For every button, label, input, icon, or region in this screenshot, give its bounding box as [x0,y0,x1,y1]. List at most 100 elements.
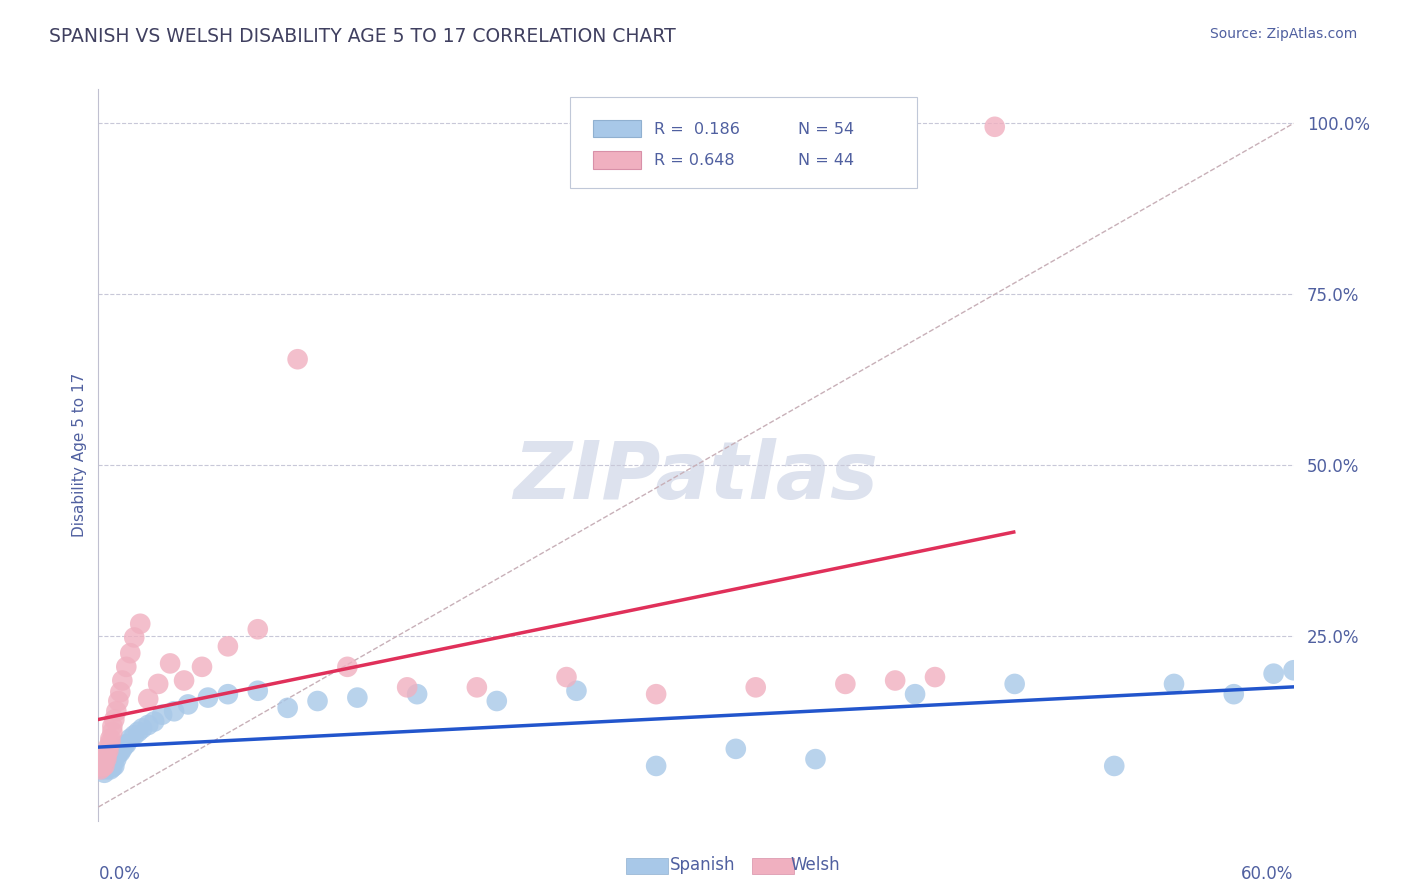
Point [97,757,120,772]
FancyBboxPatch shape [593,120,641,137]
Point [191,660,214,674]
Point [246,683,269,698]
Point [111,673,134,688]
Point [246,622,269,636]
Point [103,713,125,727]
Point [91,763,114,777]
FancyBboxPatch shape [626,858,668,874]
Point [98,731,122,746]
Point [110,745,132,759]
Point [143,714,166,729]
Point [177,698,200,712]
Point [1223,687,1246,701]
Point [277,701,299,715]
Y-axis label: Disability Age 5 to 17: Disability Age 5 to 17 [72,373,87,537]
Point [287,352,309,367]
Point [1004,677,1026,691]
Point [131,722,153,736]
Point [406,687,429,701]
Point [98,750,122,764]
Point [89,759,111,773]
Point [98,735,122,749]
Point [91,760,114,774]
Point [904,687,927,701]
Point [96,745,118,759]
Point [115,737,138,751]
Point [105,704,128,718]
Point [93,756,115,770]
Point [97,754,120,768]
Point [115,660,138,674]
Point [346,690,368,705]
Point [91,756,114,770]
Point [97,760,120,774]
Point [834,677,856,691]
Point [93,765,115,780]
FancyBboxPatch shape [571,96,917,188]
Text: R = 0.648: R = 0.648 [654,153,735,168]
Point [465,681,488,695]
Text: N = 54: N = 54 [797,122,853,137]
Point [1163,677,1185,691]
Text: 60.0%: 60.0% [1241,864,1294,882]
Text: Spanish: Spanish [671,856,735,874]
Point [124,728,146,742]
Point [96,748,118,763]
Point [163,704,186,718]
Point [110,685,132,699]
Point [150,707,173,722]
Point [924,670,946,684]
Point [336,660,359,674]
Text: 0.0%: 0.0% [98,864,141,882]
Point [97,744,120,758]
Text: R =  0.186: R = 0.186 [654,122,740,137]
Point [120,646,142,660]
Point [217,687,239,701]
Point [745,681,768,695]
Point [396,681,419,695]
Point [93,754,115,768]
Point [127,724,149,739]
Point [101,760,124,774]
Point [217,640,239,654]
Point [136,718,159,732]
Point [129,616,152,631]
Point [1282,663,1305,677]
Point [173,673,195,688]
Point [91,757,114,772]
Point [485,694,508,708]
Point [103,759,125,773]
Point [111,742,134,756]
Point [307,694,329,708]
Text: ZIPatlas: ZIPatlas [513,438,879,516]
Point [724,742,747,756]
Point [555,670,578,684]
Point [112,739,135,753]
FancyBboxPatch shape [752,858,794,874]
Point [804,752,827,766]
Text: N = 44: N = 44 [797,153,853,168]
Point [89,759,111,773]
Point [159,657,181,671]
Point [93,748,115,763]
Point [91,757,114,772]
Point [93,752,115,766]
Point [98,763,122,777]
Point [97,739,120,754]
Point [1104,759,1126,773]
Point [101,719,124,733]
Point [105,752,128,766]
Point [98,759,122,773]
Text: Source: ZipAtlas.com: Source: ZipAtlas.com [1209,27,1357,41]
FancyBboxPatch shape [593,152,641,169]
Point [96,763,118,777]
Point [120,731,142,746]
Point [101,756,124,770]
Point [89,763,111,777]
Point [565,683,588,698]
Point [96,759,118,773]
Point [103,748,125,763]
Point [91,760,114,774]
Point [1263,666,1285,681]
Point [884,673,907,688]
